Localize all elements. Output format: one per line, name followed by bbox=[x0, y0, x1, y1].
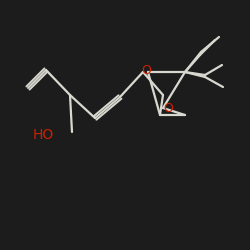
Text: O: O bbox=[163, 102, 173, 116]
Text: O: O bbox=[141, 64, 151, 78]
Text: HO: HO bbox=[33, 128, 54, 142]
